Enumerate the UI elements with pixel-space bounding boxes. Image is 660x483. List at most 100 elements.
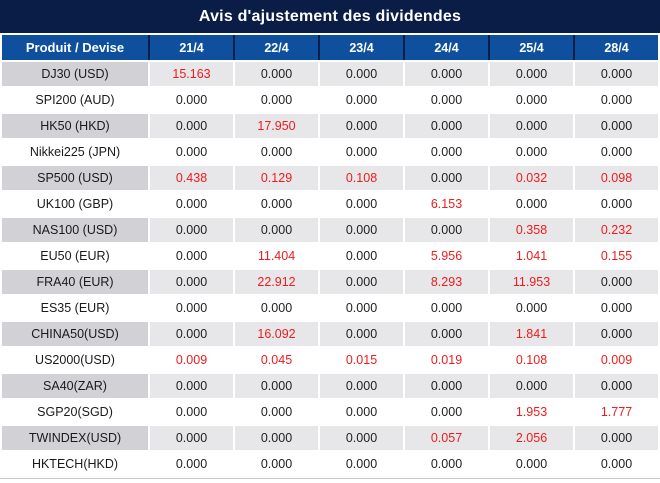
table-row: TWINDEX(USD) 0.000 0.000 0.000 0.057 2.056 0.0…	[2, 426, 658, 450]
value-cell: 0.000	[575, 374, 658, 398]
value-cell: 0.000	[405, 322, 488, 346]
value-cell: 11.404	[235, 244, 318, 268]
table-row: SA40(ZAR) 0.000 0.000 0.000 0.000 0.000 0.000	[2, 374, 658, 398]
table-row: DJ30 (USD) 15.163 0.000 0.000 0.000 0.000 0.00…	[2, 62, 658, 86]
date-header-cell: 23/4	[320, 35, 403, 60]
product-cell: CHINA50(USD)	[2, 322, 148, 346]
value-cell: 0.000	[150, 114, 233, 138]
value-cell: 0.000	[490, 140, 573, 164]
date-header-cell: 24/4	[405, 35, 488, 60]
value-cell: 1.953	[490, 400, 573, 424]
value-cell: 0.000	[320, 192, 403, 216]
product-cell: DJ30 (USD)	[2, 62, 148, 86]
product-cell: Nikkei225 (JPN)	[2, 140, 148, 164]
value-cell: 0.000	[575, 62, 658, 86]
value-cell: 0.015	[320, 348, 403, 372]
value-cell: 0.098	[575, 166, 658, 190]
value-cell: 2.056	[490, 426, 573, 450]
value-cell: 0.000	[150, 400, 233, 424]
table-row: SGP20(SGD) 0.000 0.000 0.000 0.000 1.953 1.777	[2, 400, 658, 424]
value-cell: 8.293	[405, 270, 488, 294]
header-row: Produit / Devise 21/4 22/4 23/4 24/4 25/4 28/…	[2, 35, 658, 60]
value-cell: 0.000	[490, 296, 573, 320]
value-cell: 16.092	[235, 322, 318, 346]
value-cell: 0.000	[235, 88, 318, 112]
value-cell: 0.000	[235, 192, 318, 216]
value-cell: 0.000	[575, 114, 658, 138]
table-row: ES35 (EUR) 0.000 0.000 0.000 0.000 0.000 0.000	[2, 296, 658, 320]
value-cell: 0.000	[405, 452, 488, 476]
value-cell: 0.000	[405, 114, 488, 138]
value-cell: 0.000	[405, 400, 488, 424]
value-cell: 0.000	[150, 296, 233, 320]
value-cell: 0.000	[320, 426, 403, 450]
value-cell: 0.000	[320, 374, 403, 398]
value-cell: 0.000	[235, 62, 318, 86]
value-cell: 0.000	[320, 400, 403, 424]
table-row: NAS100 (USD) 0.000 0.000 0.000 0.000 0.358 0.2…	[2, 218, 658, 242]
table-row: EU50 (EUR) 0.000 11.404 0.000 5.956 1.041 0.15…	[2, 244, 658, 268]
value-cell: 0.000	[235, 296, 318, 320]
table-row: UK100 (GBP) 0.000 0.000 0.000 6.153 0.000 0.00…	[2, 192, 658, 216]
value-cell: 0.000	[150, 374, 233, 398]
value-cell: 0.000	[490, 192, 573, 216]
value-cell: 0.000	[150, 140, 233, 164]
value-cell: 22.912	[235, 270, 318, 294]
value-cell: 0.000	[575, 426, 658, 450]
value-cell: 0.000	[235, 400, 318, 424]
value-cell: 0.000	[575, 192, 658, 216]
table-body: DJ30 (USD) 15.163 0.000 0.000 0.000 0.000 0.00…	[2, 62, 658, 476]
value-cell: 0.155	[575, 244, 658, 268]
table-bottom-border	[0, 478, 660, 479]
value-cell: 0.000	[575, 140, 658, 164]
value-cell: 0.000	[320, 140, 403, 164]
table-row: HK50 (HKD) 0.000 17.950 0.000 0.000 0.000 0.00…	[2, 114, 658, 138]
value-cell: 0.000	[235, 140, 318, 164]
value-cell: 0.000	[150, 218, 233, 242]
value-cell: 0.009	[575, 348, 658, 372]
value-cell: 0.000	[150, 192, 233, 216]
product-cell: EU50 (EUR)	[2, 244, 148, 268]
value-cell: 0.000	[320, 114, 403, 138]
value-cell: 0.000	[490, 114, 573, 138]
value-cell: 0.000	[490, 88, 573, 112]
value-cell: 0.000	[575, 270, 658, 294]
value-cell: 0.000	[575, 88, 658, 112]
value-cell: 0.019	[405, 348, 488, 372]
product-cell: ES35 (EUR)	[2, 296, 148, 320]
value-cell: 5.956	[405, 244, 488, 268]
product-cell: SA40(ZAR)	[2, 374, 148, 398]
value-cell: 0.438	[150, 166, 233, 190]
product-cell: TWINDEX(USD)	[2, 426, 148, 450]
value-cell: 0.000	[235, 452, 318, 476]
value-cell: 0.000	[320, 322, 403, 346]
value-cell: 11.953	[490, 270, 573, 294]
value-cell: 1.041	[490, 244, 573, 268]
value-cell: 0.000	[150, 426, 233, 450]
value-cell: 0.000	[575, 452, 658, 476]
product-cell: NAS100 (USD)	[2, 218, 148, 242]
value-cell: 0.000	[490, 62, 573, 86]
value-cell: 0.000	[150, 322, 233, 346]
value-cell: 0.000	[320, 244, 403, 268]
value-cell: 0.000	[405, 62, 488, 86]
value-cell: 0.000	[235, 218, 318, 242]
table-row: US2000(USD) 0.009 0.045 0.015 0.019 0.108 0.00…	[2, 348, 658, 372]
value-cell: 6.153	[405, 192, 488, 216]
date-header-cell: 28/4	[575, 35, 658, 60]
value-cell: 0.000	[235, 426, 318, 450]
value-cell: 0.000	[320, 88, 403, 112]
value-cell: 0.000	[320, 218, 403, 242]
date-header-cell: 25/4	[490, 35, 573, 60]
table-row: CHINA50(USD) 0.000 16.092 0.000 0.000 1.841 0.…	[2, 322, 658, 346]
value-cell: 0.358	[490, 218, 573, 242]
value-cell: 0.000	[405, 218, 488, 242]
value-cell: 0.000	[235, 374, 318, 398]
value-cell: 0.000	[405, 166, 488, 190]
table-row: Nikkei225 (JPN) 0.000 0.000 0.000 0.000 0.000…	[2, 140, 658, 164]
value-cell: 0.108	[490, 348, 573, 372]
title-bar: Avis d'ajustement des dividendes	[0, 0, 660, 33]
table-row: FRA40 (EUR) 0.000 22.912 0.000 8.293 11.953 0.…	[2, 270, 658, 294]
value-cell: 0.108	[320, 166, 403, 190]
